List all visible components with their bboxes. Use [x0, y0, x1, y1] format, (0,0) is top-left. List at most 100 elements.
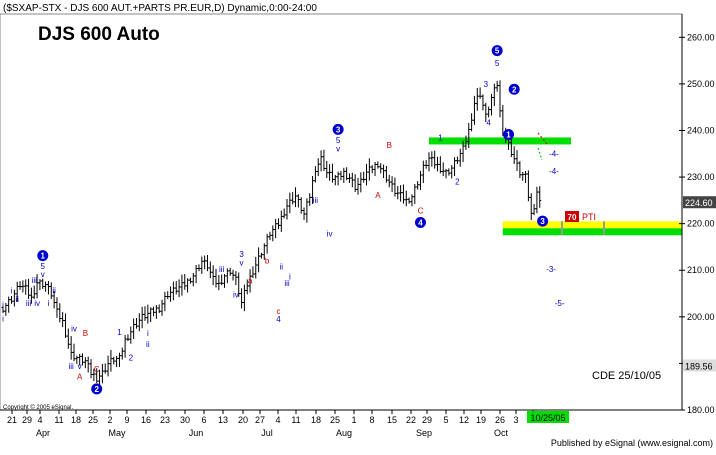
x-tick-label: 21	[7, 415, 17, 425]
x-tick-label: 30	[180, 415, 190, 425]
wave-label: 1	[506, 130, 511, 139]
wave-label: 4	[486, 118, 491, 127]
y-tick-label: 240.00	[687, 125, 715, 135]
wave-label-circle	[37, 250, 49, 262]
zone-layer	[429, 137, 682, 236]
x-tick-label: 4	[275, 415, 280, 425]
x-tick-label: 15	[387, 415, 397, 425]
copyright-note: Copyright © 2005 eSignal.	[3, 404, 73, 411]
wave-label: 5	[336, 136, 341, 145]
wave-label: 3	[336, 125, 341, 134]
wave-label: 2	[512, 85, 517, 94]
wave-label: -3-	[546, 265, 556, 274]
wave-label: iii	[32, 276, 38, 285]
projection-arrow	[537, 132, 549, 146]
x-tick-label: 29	[22, 415, 32, 425]
x-tick-label: 9	[124, 415, 129, 425]
pti-value: 70	[568, 213, 577, 222]
wave-label-circle	[91, 383, 103, 395]
wave-label: iii	[284, 279, 290, 288]
wave-label-circle	[414, 217, 426, 229]
wave-label: i	[2, 314, 4, 323]
x-month-label: Aug	[336, 428, 352, 438]
published-by: Published by eSignal (www.esignal.com)	[551, 438, 713, 448]
zone-yellow-band	[502, 221, 682, 229]
wave-label: 5	[41, 262, 46, 271]
wave-label: -4-	[549, 167, 559, 176]
cde-note: CDE 25/10/05	[592, 370, 661, 382]
wave-label: v	[336, 144, 340, 153]
y-tick-label: 210.00	[687, 265, 715, 275]
wave-label: 2	[129, 354, 134, 363]
x-month-label: Jul	[261, 428, 273, 438]
wave-label: -4-	[549, 150, 559, 159]
x-tick-label: 18	[71, 415, 81, 425]
wave-label: A	[375, 191, 381, 200]
wave-label-circle	[508, 83, 520, 95]
wave-label: 1	[117, 328, 122, 337]
x-tick-label: 11	[54, 415, 63, 425]
x-tick-label: 13	[218, 415, 228, 425]
x-tick-label: 27	[255, 415, 265, 425]
other-price-label: 189.56	[685, 361, 713, 371]
zone-green-lower	[502, 228, 682, 236]
x-month-label: Oct	[494, 428, 509, 438]
wave-label: 3	[484, 80, 489, 89]
x-tick-label: 20	[238, 415, 248, 425]
wave-label: 5	[495, 47, 500, 56]
axes-layer: 180.00190.00200.00210.00220.00230.00240.…	[0, 14, 716, 438]
wave-label: iv	[34, 299, 40, 308]
x-tick-label: 8	[369, 415, 374, 425]
x-tick-label: 12	[459, 415, 469, 425]
wave-label: b	[265, 257, 270, 266]
y-tick-label: 230.00	[687, 172, 715, 182]
wave-label-circle	[491, 45, 503, 57]
x-tick-label: 26	[495, 415, 505, 425]
ohlc-bars	[1, 80, 542, 386]
x-month-label: May	[108, 428, 126, 438]
x-tick-label: 4	[37, 415, 42, 425]
last-price-label: 224.60	[685, 198, 713, 208]
y-tick-label: 250.00	[687, 79, 715, 89]
wave-label: B	[387, 141, 392, 150]
wave-label: C	[94, 365, 100, 374]
wave-label: i	[289, 273, 291, 282]
wave-label: 2	[455, 178, 460, 187]
x-tick-label: 18	[311, 415, 321, 425]
x-tick-label: 1	[351, 415, 356, 425]
x-month-label: Jun	[189, 428, 204, 438]
x-tick-label: 11	[291, 415, 300, 425]
wave-label: iii	[26, 299, 32, 308]
wave-label: ii	[280, 262, 284, 271]
wave-label: C	[418, 206, 424, 215]
wave-label: a	[248, 276, 253, 285]
wave-label: v	[240, 259, 244, 268]
x-tick-label: 25	[330, 415, 340, 425]
other-price-marker	[683, 359, 716, 372]
chart-title: DJS 600 Auto	[38, 24, 160, 45]
y-tick-label: 180.00	[687, 405, 715, 415]
x-tick-label: 16	[141, 415, 151, 425]
wave-label: iii	[313, 196, 319, 205]
x-month-label: Apr	[36, 428, 50, 438]
wave-label: A	[77, 373, 83, 382]
x-tick-label: 2	[107, 415, 112, 425]
last-price-marker	[683, 196, 716, 209]
wave-label: ii	[15, 295, 19, 304]
wave-label: 4	[276, 315, 281, 324]
wave-label: 1	[438, 134, 443, 143]
wave-label: c	[276, 307, 280, 316]
wave-label: v	[41, 270, 45, 279]
wave-label-circle	[332, 123, 344, 135]
wave-label: 1	[41, 252, 46, 261]
x-tick-label: 3	[513, 415, 518, 425]
current-date-label: 10/25/05	[530, 413, 565, 423]
wave-label: iv	[327, 230, 333, 239]
x-tick-label: 22	[406, 415, 416, 425]
wave-label: ii	[52, 286, 56, 295]
x-month-label: Sep	[416, 428, 432, 438]
x-tick-label: 29	[422, 415, 432, 425]
